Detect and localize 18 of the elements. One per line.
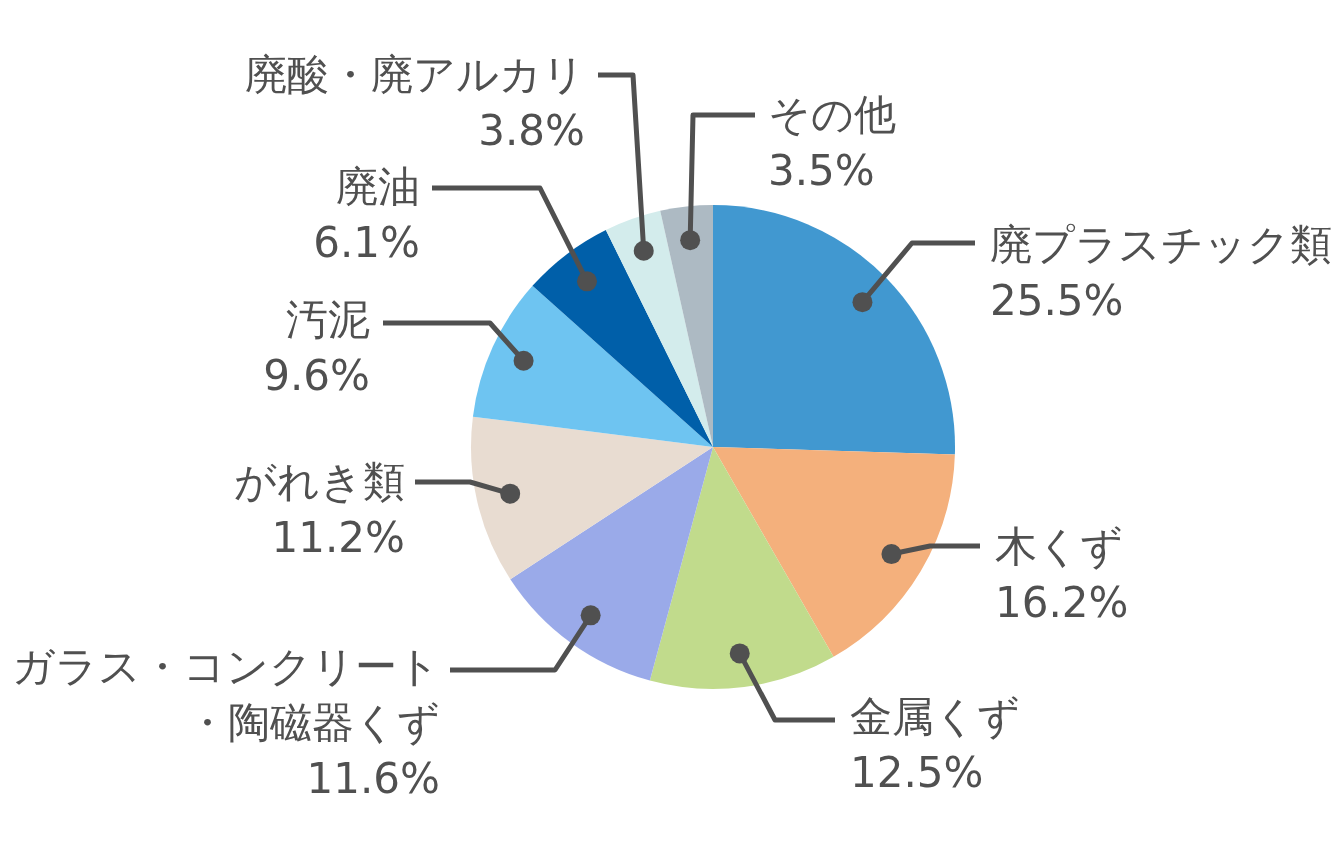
slice-label: 廃酸・廃アルカリ xyxy=(245,49,585,99)
data-label: 3.8% xyxy=(478,105,585,155)
slice-label: 廃プラスチック類 xyxy=(990,219,1332,269)
data-label: 12.5% xyxy=(850,747,984,797)
data-label: 3.5% xyxy=(768,145,875,195)
slice-label: 金属くず xyxy=(850,691,1020,741)
data-label: 11.6% xyxy=(306,753,440,803)
slice-label: 汚泥 xyxy=(286,294,370,344)
data-label: 25.5% xyxy=(990,275,1124,325)
data-label: 16.2% xyxy=(995,577,1129,627)
slice-label: 廃油 xyxy=(336,161,420,211)
data-label: 6.1% xyxy=(313,217,420,267)
data-label: 11.2% xyxy=(271,512,405,562)
data-label: 9.6% xyxy=(263,350,370,400)
slice-label: がれき類 xyxy=(234,456,405,506)
slice-label: 木くず xyxy=(995,521,1123,571)
slice-label: ガラス・コンクリート・陶磁器くず xyxy=(12,641,440,747)
slice-label: その他 xyxy=(768,89,896,139)
